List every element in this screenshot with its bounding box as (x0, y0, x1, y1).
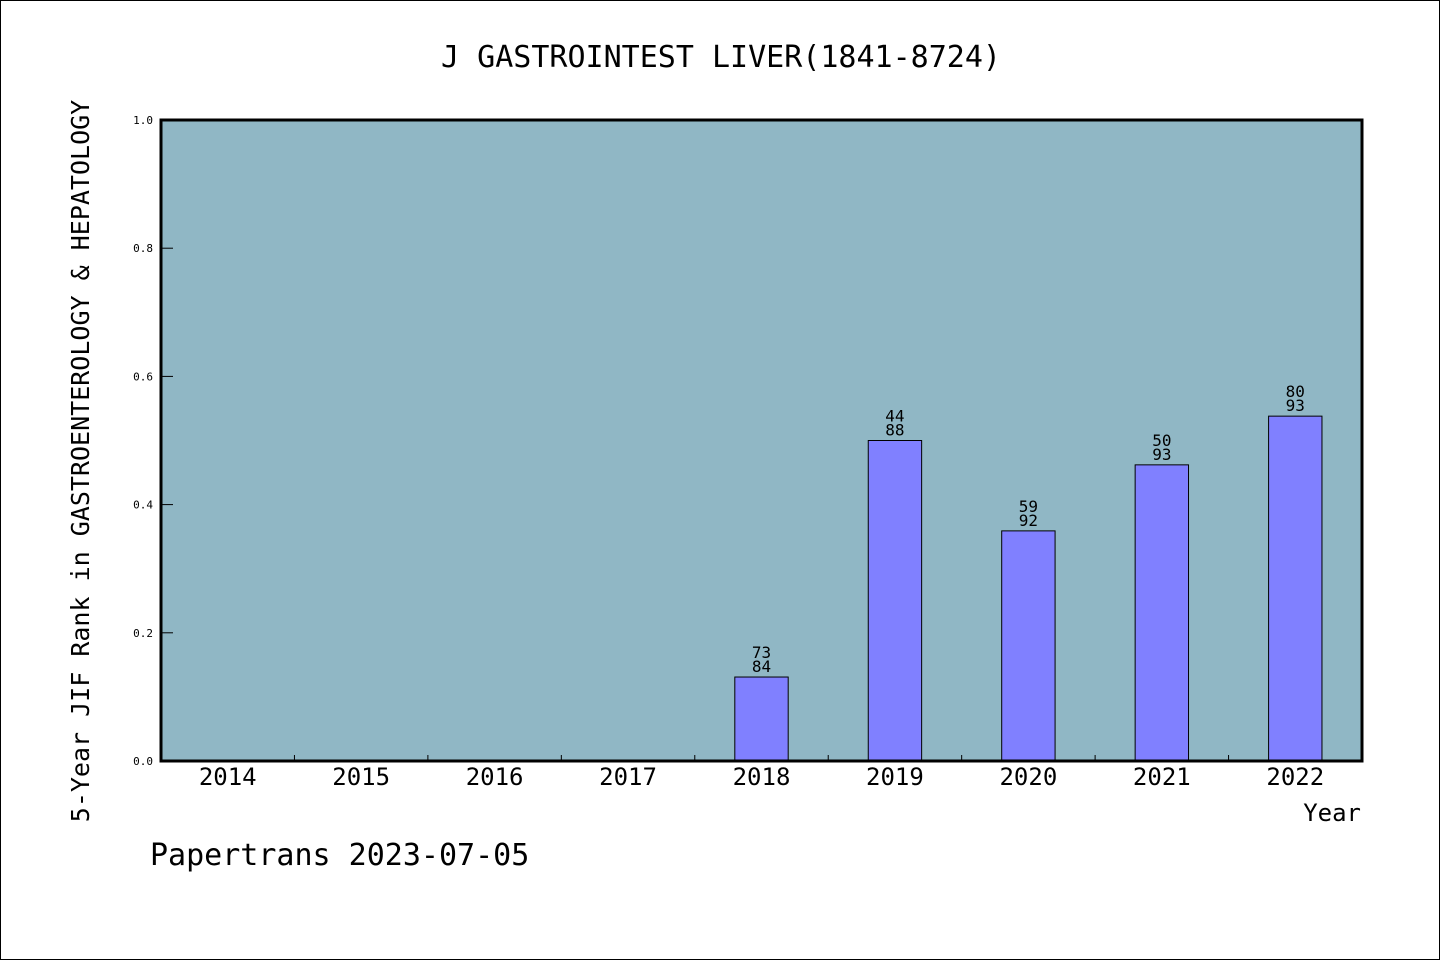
plot-border (159, 118, 1364, 763)
x-axis-label: Year (1303, 799, 1361, 827)
bar-2018 (734, 676, 789, 762)
x-tick-label-2019: 2019 (866, 763, 924, 791)
y-tick-label-0.0: 0.0 (133, 755, 153, 768)
x-tick-label-2015: 2015 (332, 763, 390, 791)
x-tick-label-2022: 2022 (1266, 763, 1324, 791)
y-tick-label-0.8: 0.8 (133, 242, 153, 255)
x-tick-label-2020: 2020 (999, 763, 1057, 791)
bar-label-rank-2018: 73 (752, 643, 771, 662)
x-tick-label-2021: 2021 (1133, 763, 1191, 791)
x-tick-label-2018: 2018 (733, 763, 791, 791)
x-tick-label-2014: 2014 (199, 763, 257, 791)
x-tick-label-2017: 2017 (599, 763, 657, 791)
bar-label-total-2019: 88 (885, 421, 904, 440)
y-ticks-group: 0.0 0.2 0.4 0.6 0.8 1.0 (133, 114, 173, 768)
bar-label-total-2018: 84 (752, 657, 771, 676)
chart-title: J GASTROINTEST LIVER(1841-8724) (441, 40, 1001, 75)
y-tick-label-0.6: 0.6 (133, 370, 153, 383)
bar-label-rank-2020: 59 (1019, 497, 1038, 516)
x-tick-label-2016: 2016 (466, 763, 524, 791)
y-tick-label-0.4: 0.4 (133, 499, 153, 512)
x-ticks-group: 2014 2015 2016 2017 2018 2019 2020 2021 2022 (199, 755, 1324, 791)
bars-group (734, 415, 1323, 762)
bar-2022 (1268, 415, 1323, 762)
bar-2020 (1001, 530, 1056, 762)
bar-2019 (867, 440, 923, 762)
bar-2021 (1134, 464, 1190, 762)
bar-label-rank-2021: 50 (1152, 431, 1171, 450)
bar-label-total-2022: 93 (1286, 396, 1305, 415)
bar-label-total-2020: 92 (1019, 511, 1038, 530)
y-tick-label-1.0: 1.0 (133, 114, 153, 127)
bar-label-rank-2022: 80 (1286, 382, 1305, 401)
y-tick-label-0.2: 0.2 (133, 627, 153, 640)
bar-label-rank-2019: 44 (885, 407, 904, 426)
footer-credit: Papertrans 2023-07-05 (150, 838, 529, 873)
bar-label-total-2021: 93 (1152, 445, 1171, 464)
y-axis-label: 5-Year JIF Rank in GASTROENTEROLOGY & HE… (66, 100, 95, 822)
